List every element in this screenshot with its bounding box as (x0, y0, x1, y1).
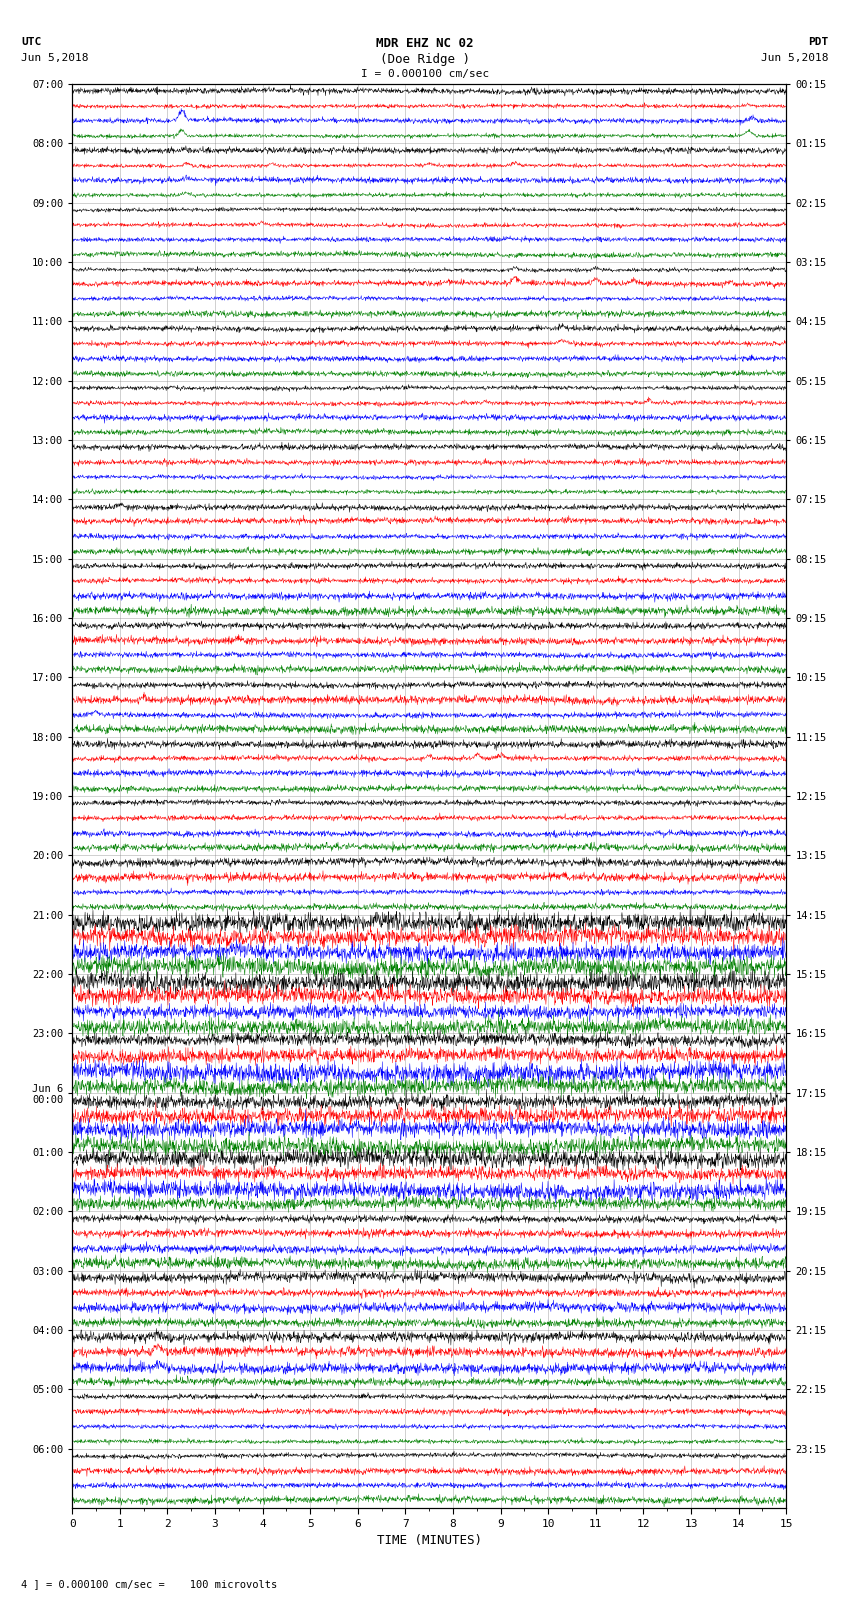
Text: PDT: PDT (808, 37, 829, 47)
Text: Jun 5,2018: Jun 5,2018 (762, 53, 829, 63)
Text: Jun 5,2018: Jun 5,2018 (21, 53, 88, 63)
Text: (Doe Ridge ): (Doe Ridge ) (380, 53, 470, 66)
Text: 4 ] = 0.000100 cm/sec =    100 microvolts: 4 ] = 0.000100 cm/sec = 100 microvolts (21, 1579, 277, 1589)
X-axis label: TIME (MINUTES): TIME (MINUTES) (377, 1534, 482, 1547)
Text: MDR EHZ NC 02: MDR EHZ NC 02 (377, 37, 473, 50)
Text: I = 0.000100 cm/sec: I = 0.000100 cm/sec (361, 69, 489, 79)
Text: UTC: UTC (21, 37, 42, 47)
